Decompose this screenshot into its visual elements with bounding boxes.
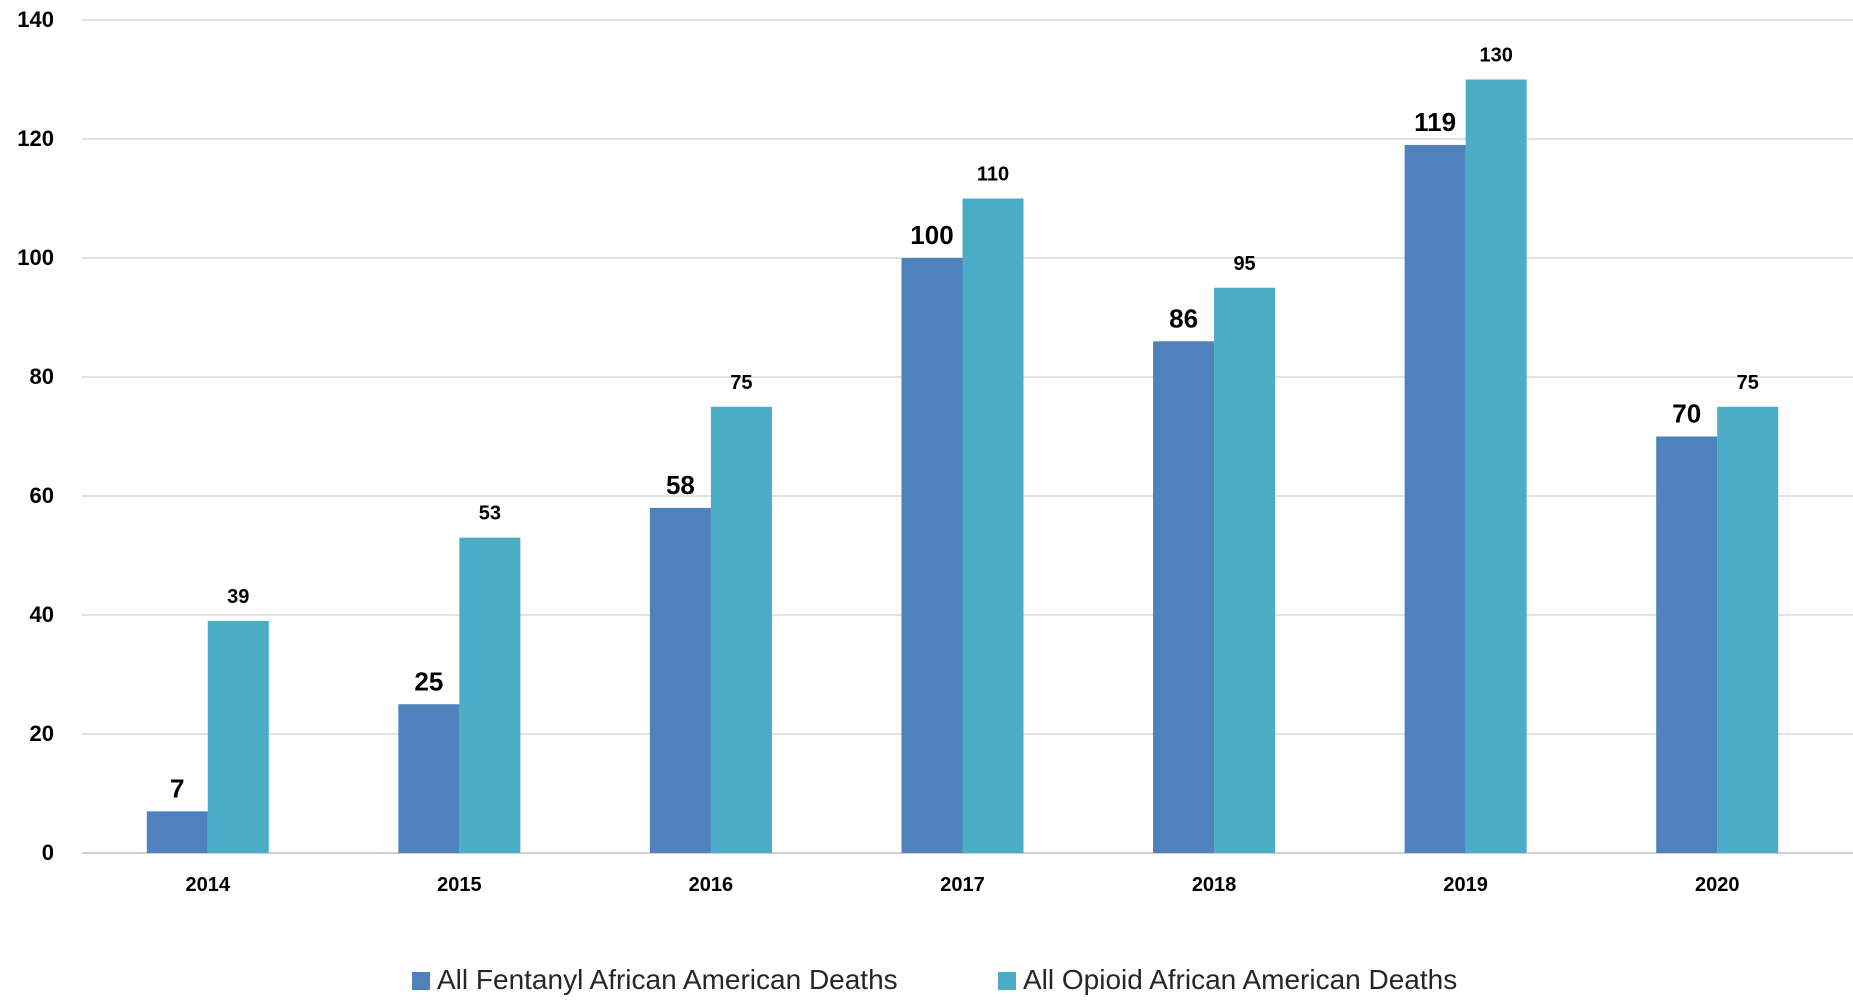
legend-label: All Fentanyl African American Deaths <box>437 964 898 995</box>
x-tick-label: 2016 <box>689 874 734 896</box>
y-tick-label: 40 <box>30 602 54 627</box>
bar-series-1-2014 <box>146 811 208 853</box>
data-label-series-2-2016: 75 <box>730 372 752 394</box>
data-labels: 7 39 25 53 58 75 100 110 86 95 119 130 70 75 <box>170 45 1759 804</box>
bars <box>146 79 1779 853</box>
legend-item-1: All Fentanyl African American Deaths <box>412 964 898 995</box>
y-tick-label: 20 <box>30 721 54 746</box>
data-label-series-2-2020: 75 <box>1737 372 1759 394</box>
bar-series-1-2016 <box>649 507 711 853</box>
bar-series-2-2017 <box>962 198 1024 853</box>
data-label-series-2-2015: 53 <box>479 503 501 525</box>
legend-swatch <box>998 972 1016 990</box>
bar-series-2-2015 <box>459 537 521 853</box>
y-tick-label: 120 <box>17 126 54 151</box>
data-label-series-1-2018: 86 <box>1169 303 1198 333</box>
data-label-series-2-2017: 110 <box>977 164 1009 186</box>
data-label-series-1-2019: 119 <box>1414 107 1456 137</box>
x-axis: 2014 2015 2016 2017 2018 2019 2020 <box>186 874 1740 896</box>
legend-swatch <box>412 972 430 990</box>
data-label-series-2-2018: 95 <box>1233 253 1255 275</box>
x-tick-label: 2019 <box>1443 874 1488 896</box>
x-tick-label: 2014 <box>186 874 231 896</box>
data-label-series-2-2019: 130 <box>1479 45 1512 67</box>
y-tick-label: 100 <box>17 245 54 270</box>
data-label-series-1-2017: 100 <box>910 220 953 250</box>
data-label-series-2-2014: 39 <box>227 586 249 608</box>
bar-series-1-2018 <box>1153 341 1215 853</box>
bar-series-2-2020 <box>1717 406 1779 853</box>
bar-series-1-2017 <box>901 258 963 853</box>
bar-series-2-2014 <box>207 620 269 853</box>
bar-series-2-2018 <box>1214 287 1276 853</box>
y-tick-label: 60 <box>30 483 54 508</box>
bar-series-2-2019 <box>1465 79 1527 853</box>
data-label-series-1-2014: 7 <box>170 773 184 803</box>
data-label-series-1-2015: 25 <box>414 666 443 696</box>
x-tick-label: 2018 <box>1192 874 1237 896</box>
x-tick-label: 2015 <box>437 874 482 896</box>
legend-item-2: All Opioid African American Deaths <box>998 964 1457 995</box>
bar-series-1-2015 <box>398 704 460 853</box>
x-tick-label: 2020 <box>1695 874 1740 896</box>
y-tick-label: 140 <box>17 7 54 32</box>
y-axis: 0 20 40 60 80 100 120 140 <box>17 7 54 865</box>
data-label-series-1-2020: 70 <box>1672 399 1701 429</box>
x-tick-label: 2017 <box>940 874 985 896</box>
y-tick-label: 0 <box>42 840 54 865</box>
y-tick-label: 80 <box>30 364 54 389</box>
legend: All Fentanyl African American Deaths All … <box>412 964 1457 995</box>
legend-label: All Opioid African American Deaths <box>1023 964 1457 995</box>
bar-series-1-2020 <box>1656 436 1718 853</box>
bar-series-2-2016 <box>710 406 772 853</box>
bar-series-1-2019 <box>1404 144 1466 853</box>
data-label-series-1-2016: 58 <box>666 470 695 500</box>
